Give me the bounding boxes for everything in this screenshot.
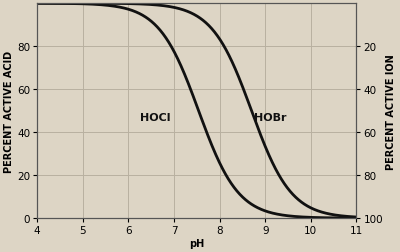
Y-axis label: PERCENT ACTIVE ION: PERCENT ACTIVE ION — [386, 54, 396, 169]
Y-axis label: PERCENT ACTIVE ACID: PERCENT ACTIVE ACID — [4, 50, 14, 172]
Text: HOCl: HOCl — [140, 113, 171, 123]
X-axis label: pH: pH — [189, 238, 204, 248]
Text: HOBr: HOBr — [254, 113, 286, 123]
